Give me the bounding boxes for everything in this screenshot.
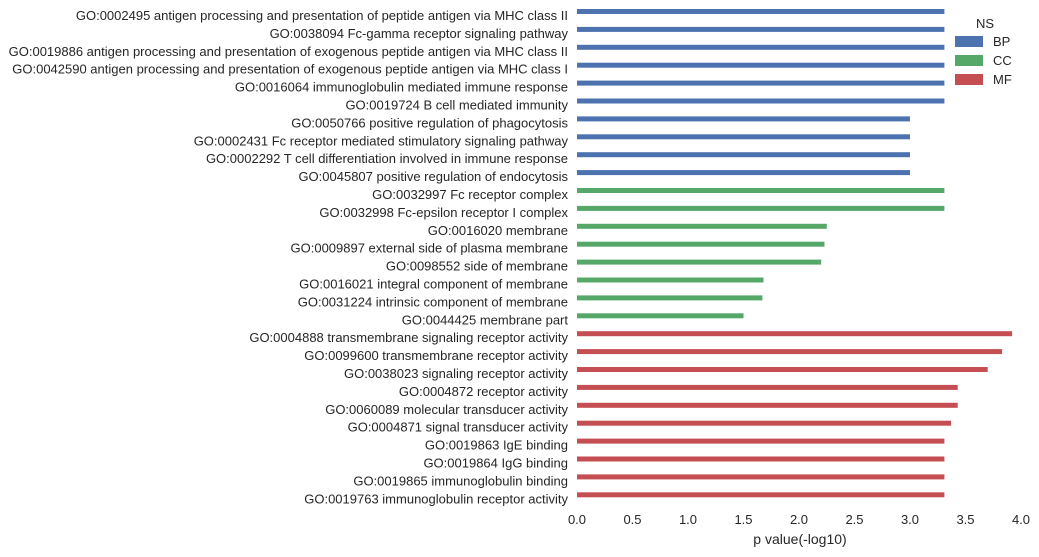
- y-tick-label: GO:0002495 antigen processing and presen…: [76, 8, 568, 23]
- x-axis: 0.0 0.5 1.0 1.5 2.0 2.5 3.0 3.5 4.0: [568, 512, 1030, 527]
- y-tick-label: GO:0002292 T cell differentiation involv…: [206, 151, 568, 166]
- x-tick-label: 2.5: [845, 512, 863, 527]
- y-tick-label: GO:0002431 Fc receptor mediated stimulat…: [194, 133, 569, 148]
- bar-cc: [577, 295, 763, 301]
- y-tick-label: GO:0060089 molecular transducer activity: [325, 402, 568, 417]
- y-tick-label: GO:0044425 membrane part: [402, 312, 569, 327]
- bar-bp: [577, 26, 945, 32]
- bar-bp: [577, 9, 945, 14]
- y-tick-label: GO:0042590 antigen processing and presen…: [12, 62, 568, 77]
- y-tick-label: GO:0019865 immunoglobulin binding: [353, 473, 568, 488]
- bars-layer: [577, 9, 1013, 498]
- bar-mf: [577, 402, 958, 408]
- y-tick-label: GO:0009897 external side of plasma membr…: [291, 241, 569, 256]
- y-tick-label: GO:0098552 side of membrane: [386, 259, 568, 274]
- y-tick-label: GO:0031224 intrinsic component of membra…: [298, 294, 568, 309]
- legend: NS BP CC MF: [955, 16, 1012, 87]
- y-tick-label: GO:0019864 IgG binding: [423, 456, 568, 471]
- y-tick-label: GO:0019886 antigen processing and presen…: [9, 44, 568, 59]
- y-tick-label: GO:0019724 B cell mediated immunity: [345, 98, 568, 113]
- x-tick-label: 0.5: [623, 512, 641, 527]
- bar-mf: [577, 474, 945, 480]
- bar-mf: [577, 456, 945, 462]
- x-tick-label: 4.0: [1012, 512, 1030, 527]
- y-tick-label: GO:0099600 transmembrane receptor activi…: [304, 348, 568, 363]
- bar-cc: [577, 241, 825, 247]
- x-axis-title: p value(-log10): [753, 531, 846, 547]
- bar-bp: [577, 116, 910, 122]
- y-tick-label: GO:0004871 signal transducer activity: [348, 420, 569, 435]
- bar-mf: [577, 420, 952, 426]
- bar-bp: [577, 98, 945, 104]
- y-tick-label: GO:0038023 signaling receptor activity: [344, 366, 569, 381]
- legend-label-bp: BP: [993, 34, 1010, 49]
- bar-cc: [577, 223, 827, 229]
- bar-cc: [577, 277, 764, 283]
- y-tick-label: GO:0016064 immunoglobulin mediated immun…: [235, 80, 568, 95]
- bar-cc: [577, 205, 945, 211]
- bar-mf: [577, 349, 1003, 355]
- bar-bp: [577, 62, 945, 68]
- y-axis-labels: GO:0002495 antigen processing and presen…: [9, 8, 569, 506]
- x-tick-label: 3.5: [956, 512, 974, 527]
- bar-cc: [577, 313, 744, 319]
- y-tick-label: GO:0016021 integral component of membran…: [299, 277, 568, 292]
- y-tick-label: GO:0032998 Fc-epsilon receptor I complex: [319, 205, 568, 220]
- legend-label-cc: CC: [993, 53, 1012, 68]
- bar-mf: [577, 438, 945, 444]
- bar-mf: [577, 331, 1013, 337]
- x-tick-label: 0.0: [568, 512, 586, 527]
- bar-bp: [577, 152, 910, 158]
- legend-swatch-cc: [955, 55, 983, 66]
- bar-cc: [577, 188, 945, 193]
- bar-bp: [577, 134, 910, 140]
- legend-swatch-mf: [955, 74, 983, 85]
- y-tick-label: GO:0038094 Fc-gamma receptor signaling p…: [270, 26, 569, 41]
- x-tick-label: 1.5: [734, 512, 752, 527]
- legend-swatch-bp: [955, 36, 983, 47]
- y-tick-label: GO:0016020 membrane: [428, 223, 568, 238]
- y-tick-label: GO:0019763 immunoglobulin receptor activ…: [304, 491, 568, 506]
- y-tick-label: GO:0045807 positive regulation of endocy…: [298, 169, 568, 184]
- bar-bp: [577, 44, 945, 50]
- y-tick-label: GO:0004888 transmembrane signaling recep…: [249, 330, 568, 345]
- bar-cc: [577, 259, 822, 265]
- bar-mf: [577, 384, 958, 390]
- bar-bp: [577, 170, 910, 176]
- y-tick-label: GO:0050766 positive regulation of phagoc…: [291, 115, 568, 130]
- legend-label-mf: MF: [993, 72, 1012, 87]
- y-tick-label: GO:0004872 receptor activity: [399, 384, 569, 399]
- x-tick-label: 3.0: [901, 512, 919, 527]
- bar-mf: [577, 367, 988, 372]
- x-tick-label: 2.0: [790, 512, 808, 527]
- legend-title: NS: [976, 16, 994, 31]
- bar-bp: [577, 80, 945, 86]
- y-tick-label: GO:0032997 Fc receptor complex: [372, 187, 568, 202]
- x-tick-label: 1.0: [679, 512, 697, 527]
- y-tick-label: GO:0019863 IgE binding: [425, 438, 568, 453]
- bar-mf: [577, 492, 945, 498]
